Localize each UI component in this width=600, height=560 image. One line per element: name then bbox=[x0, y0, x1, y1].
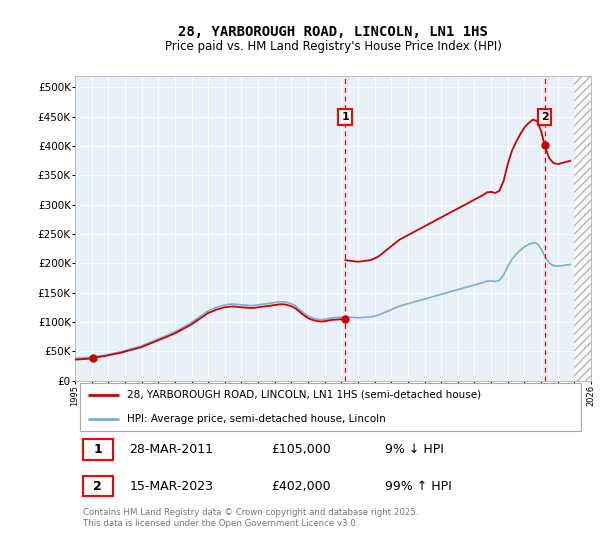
Text: 28, YARBOROUGH ROAD, LINCOLN, LN1 1HS: 28, YARBOROUGH ROAD, LINCOLN, LN1 1HS bbox=[178, 25, 488, 39]
FancyBboxPatch shape bbox=[80, 382, 581, 431]
Text: 28-MAR-2011: 28-MAR-2011 bbox=[129, 443, 213, 456]
Text: Price paid vs. HM Land Registry's House Price Index (HPI): Price paid vs. HM Land Registry's House … bbox=[164, 40, 502, 53]
Text: 99% ↑ HPI: 99% ↑ HPI bbox=[385, 479, 451, 493]
Text: £402,000: £402,000 bbox=[271, 479, 331, 493]
Point bbox=[89, 354, 98, 363]
Text: 2: 2 bbox=[541, 112, 548, 122]
FancyBboxPatch shape bbox=[83, 476, 113, 496]
Text: Contains HM Land Registry data © Crown copyright and database right 2025.
This d: Contains HM Land Registry data © Crown c… bbox=[83, 508, 418, 528]
Text: 15-MAR-2023: 15-MAR-2023 bbox=[129, 479, 213, 493]
Text: HPI: Average price, semi-detached house, Lincoln: HPI: Average price, semi-detached house,… bbox=[127, 414, 385, 424]
Text: 28, YARBOROUGH ROAD, LINCOLN, LN1 1HS (semi-detached house): 28, YARBOROUGH ROAD, LINCOLN, LN1 1HS (s… bbox=[127, 390, 481, 400]
Bar bbox=[574, 76, 591, 381]
FancyBboxPatch shape bbox=[83, 439, 113, 460]
Text: 1: 1 bbox=[341, 112, 349, 122]
Text: 1: 1 bbox=[94, 443, 102, 456]
Text: 9% ↓ HPI: 9% ↓ HPI bbox=[385, 443, 443, 456]
Text: £105,000: £105,000 bbox=[271, 443, 331, 456]
Point bbox=[540, 141, 550, 150]
Text: 2: 2 bbox=[94, 479, 102, 493]
Point bbox=[340, 315, 350, 324]
